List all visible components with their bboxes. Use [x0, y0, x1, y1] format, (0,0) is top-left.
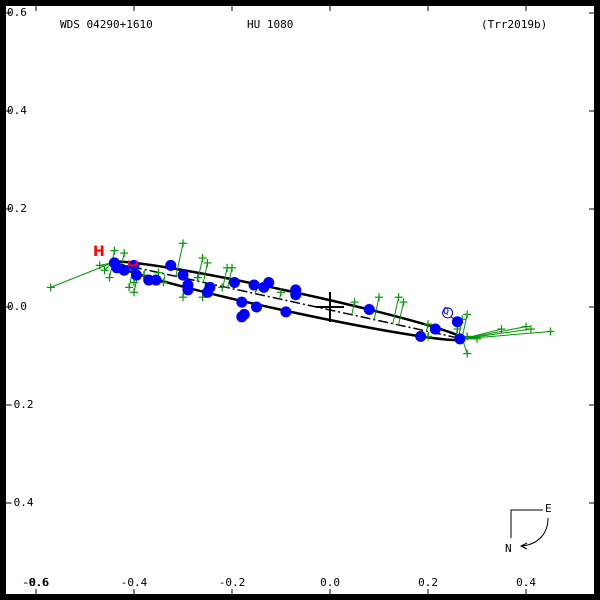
special-markers — [128, 260, 461, 323]
y-tick-label: 0.6 — [7, 6, 27, 19]
y-tick-label: 0.2 — [7, 202, 27, 215]
marker-q-label: Q — [443, 306, 450, 317]
x-tick-label: -0.2 — [218, 576, 246, 589]
marker-h-label: H — [93, 244, 105, 260]
x-tick-label: 0.0 — [320, 576, 340, 589]
y-tick-label: -0.2 — [7, 398, 34, 411]
compass-east-label: E — [545, 502, 552, 515]
y-tick-label: -0.4 — [7, 496, 34, 509]
compass-north-label: N — [505, 542, 512, 555]
x-tick-label: 0.4 — [516, 576, 536, 589]
interferometric-measures — [108, 257, 466, 345]
reference-label: (Trr2019b) — [481, 18, 548, 31]
y-tick-label: 0.0 — [7, 300, 27, 313]
x-tick-label: 0.2 — [418, 576, 438, 589]
wds-id-label: WDS 04290+1610 — [60, 18, 153, 31]
y-tick-label: -0.6 — [22, 576, 49, 589]
compass-rose — [510, 509, 549, 550]
x-tick-label: -0.6 — [22, 576, 50, 589]
discoverer-label: HU 1080 — [247, 18, 294, 31]
x-tick-label: -0.4 — [120, 576, 148, 589]
y-tick-label: 0.4 — [7, 104, 27, 117]
